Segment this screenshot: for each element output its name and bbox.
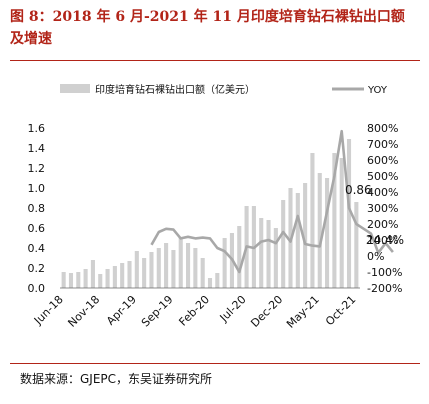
- y-left-tick-label: 0.8: [28, 202, 46, 215]
- bar: [127, 261, 132, 288]
- x-tick-label: Apr-19: [104, 293, 139, 328]
- bar: [149, 252, 154, 288]
- bar: [317, 173, 322, 288]
- y-right-tick-label: 400%: [367, 186, 398, 199]
- bar: [281, 200, 286, 288]
- bar: [186, 243, 191, 288]
- y-left-tick-label: 1.0: [28, 182, 46, 195]
- bar: [339, 158, 344, 288]
- bar: [83, 269, 88, 288]
- bar: [310, 153, 315, 288]
- bar: [222, 238, 227, 288]
- y-right-tick-label: 100%: [367, 234, 398, 247]
- legend-line-label: YOY: [367, 85, 388, 96]
- x-tick-label: Jun-18: [31, 293, 66, 328]
- bar: [112, 266, 117, 288]
- bar: [105, 269, 110, 288]
- source-note: 数据来源：GJEPC，东吴证券研究所: [20, 372, 213, 386]
- y-right-tick-label: 200%: [367, 218, 398, 231]
- bar: [295, 193, 300, 288]
- bar: [325, 178, 330, 288]
- bar: [354, 202, 359, 288]
- x-tick-label: Sep-19: [139, 293, 176, 330]
- bar: [237, 226, 242, 288]
- bar: [332, 153, 337, 288]
- bar: [61, 272, 66, 288]
- plot-area: 0.0 0.2 0.4 0.6 0.8 1.0 1.2 1.4 1.6 -200% -100% 0% 1…: [28, 122, 404, 331]
- y-left-tick-label: 1.2: [28, 162, 46, 175]
- y-left-tick-label: 1.4: [28, 142, 46, 155]
- bar: [164, 243, 169, 288]
- bar: [303, 183, 308, 288]
- data-label-last-bar: 0.86: [345, 183, 372, 197]
- source-divider: [10, 363, 420, 364]
- y-left-tick-label: 1.6: [28, 122, 46, 135]
- x-tick-label: Oct-21: [323, 293, 358, 328]
- y-left-tick-label: 0.0: [28, 282, 46, 295]
- x-tick-label: Nov-18: [65, 293, 102, 330]
- legend-bar-swatch: [60, 84, 90, 93]
- bar: [193, 248, 198, 288]
- figure-title: 图 8：2018 年 6 月-2021 年 11 月印度培育钻石裸钻出口额及增速: [10, 9, 405, 47]
- y-right-tick-label: 800%: [367, 122, 398, 135]
- bar: [156, 248, 161, 288]
- y-right-tick-label: -100%: [367, 266, 402, 279]
- y-right-tick-label: 300%: [367, 202, 398, 215]
- bar: [90, 260, 95, 288]
- y-right-tick-label: 600%: [367, 154, 398, 167]
- x-tick-label: Dec-20: [248, 293, 285, 330]
- bar: [273, 228, 278, 288]
- bar: [207, 278, 213, 288]
- x-tick-label: Feb-20: [176, 293, 212, 329]
- data-label-last-yoy: 24.4%: [366, 233, 404, 247]
- yoy-line: [150, 129, 394, 274]
- bar: [68, 273, 74, 288]
- bar: [200, 258, 205, 288]
- bar: [120, 263, 125, 288]
- bar: [259, 218, 264, 288]
- bar: [98, 274, 103, 288]
- x-tick-label: Jul-20: [217, 293, 249, 325]
- bar: [178, 238, 183, 288]
- y-right-tick-label: 700%: [367, 138, 398, 151]
- y-left-tick-label: 0.6: [28, 222, 46, 235]
- bar: [215, 273, 220, 288]
- title-divider: [10, 60, 420, 61]
- bar: [346, 139, 352, 288]
- bar: [171, 250, 176, 288]
- y-left-tick-label: 0.4: [28, 242, 46, 255]
- bar: [142, 258, 147, 288]
- y-right-tick-label: -200%: [367, 282, 402, 295]
- bar: [266, 220, 271, 288]
- y-right-tick-label: 0%: [367, 250, 384, 263]
- y-right-tick-label: 500%: [367, 170, 398, 183]
- y-left-tick-label: 0.2: [28, 262, 46, 275]
- legend: 印度培育钻石裸钻出口额（亿美元） YOY: [60, 83, 388, 96]
- x-tick-label: May-21: [284, 293, 322, 331]
- bar: [134, 251, 139, 288]
- legend-bar-label: 印度培育钻石裸钻出口额（亿美元）: [95, 83, 255, 96]
- bar: [76, 272, 81, 288]
- chart: 印度培育钻石裸钻出口额（亿美元） YOY 0.0 0.2 0.4 0.6 0.8 1.0 1…: [28, 83, 404, 331]
